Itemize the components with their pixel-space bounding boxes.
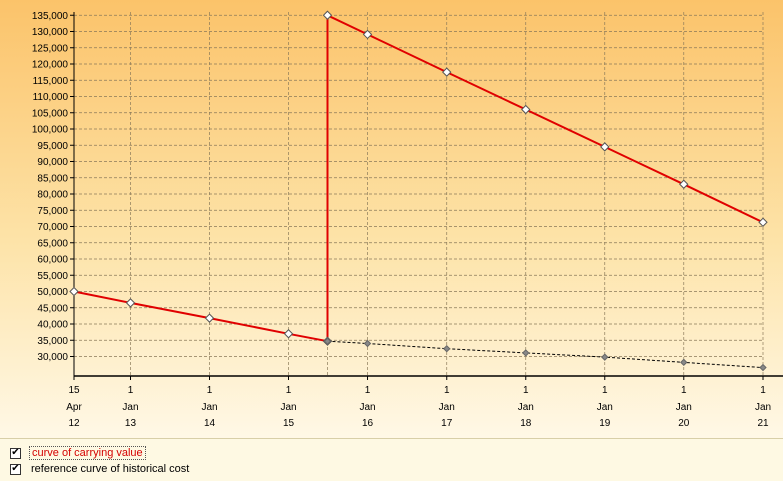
x-tick-label-year: 17	[441, 418, 453, 429]
y-tick-label: 45,000	[37, 303, 68, 314]
series-line-1	[73, 13, 764, 343]
line-chart: 30,000 35,000 40,000 45,000 50,000 55,000 60,0…	[32, 10, 783, 429]
y-tick-label: 85,000	[37, 173, 68, 184]
y-tick-label: 115,000	[33, 76, 69, 87]
data-point-series-2	[323, 337, 332, 345]
x-tick-label-month: Jan	[201, 402, 217, 413]
x-tick-label-year: 16	[362, 418, 374, 429]
legend-item-carrying-value[interactable]: ✔ curve of carrying value	[10, 445, 146, 461]
x-tick-label-year: 13	[125, 418, 137, 429]
legend-label: curve of carrying value	[29, 446, 146, 460]
data-point-series-1	[758, 217, 768, 227]
data-point-series-2	[443, 344, 451, 353]
x-tick-label-year: 18	[520, 418, 532, 429]
x-tick-label-month: Jan	[439, 402, 455, 413]
data-point-series-1	[362, 29, 373, 40]
x-tick-label-year: 12	[68, 418, 80, 429]
data-point-series-1	[521, 104, 531, 115]
series-line-2	[327, 340, 764, 369]
x-tick-label-year: 19	[599, 418, 611, 429]
y-tick-label: 65,000	[37, 238, 68, 249]
data-point-series-1	[600, 142, 610, 152]
legend-label: reference curve of historical cost	[31, 463, 190, 475]
data-point-series-1	[69, 286, 79, 297]
x-tick-label-month: Jan	[518, 402, 534, 413]
x-tick-label-year: 20	[678, 418, 690, 429]
y-tick-label: 90,000	[37, 157, 68, 168]
checkbox-checked-icon[interactable]: ✔	[10, 447, 21, 459]
y-tick-label: 110,000	[33, 92, 69, 103]
y-tick-label: 70,000	[37, 222, 68, 233]
checkbox-checked-icon[interactable]: ✔	[10, 463, 21, 475]
data-point-series-2	[363, 339, 372, 348]
y-tick-label: 125,000	[32, 43, 69, 54]
x-tick-label-day: 1	[207, 385, 213, 396]
y-tick-label: 40,000	[37, 320, 68, 331]
x-tick-label-month: Jan	[359, 402, 375, 413]
y-tick-label: 100,000	[32, 125, 69, 136]
data-point-series-2	[522, 349, 530, 357]
x-tick-label-day: 1	[760, 385, 766, 396]
data-point-series-1	[322, 10, 333, 20]
x-tick-label-day: 1	[602, 385, 608, 396]
y-tick-label: 135,000	[32, 11, 69, 22]
chart-area: 30,000 35,000 40,000 45,000 50,000 55,000 60,0…	[0, 0, 783, 438]
y-tick-label: 120,000	[32, 60, 69, 71]
x-tick-label-year: 14	[204, 418, 216, 429]
y-tick-label: 55,000	[37, 271, 68, 282]
x-tick-label-day: 1	[681, 385, 687, 396]
y-tick-label: 50,000	[37, 287, 68, 298]
x-tick-label-month: Jan	[122, 402, 138, 413]
y-tick-label: 60,000	[37, 255, 68, 266]
y-tick-label: 75,000	[37, 206, 68, 217]
x-tick-label-month: Jan	[755, 402, 771, 413]
y-tick-label: 130,000	[32, 27, 69, 38]
y-tick-label: 35,000	[37, 336, 68, 347]
data-point-series-1	[283, 329, 294, 339]
x-tick-label-day: 1	[128, 385, 134, 396]
data-point-series-1	[125, 298, 136, 308]
x-tick-label-day: 1	[444, 385, 450, 396]
x-tick-label-month: Jan	[597, 402, 613, 413]
x-tick-label-day: 1	[523, 385, 529, 396]
legend-item-historical-cost[interactable]: ✔ reference curve of historical cost	[10, 461, 191, 477]
data-point-series-1	[442, 67, 452, 77]
x-tick-label-month: Jan	[280, 402, 296, 413]
data-point-series-2	[601, 353, 609, 361]
x-tick-label-day: 1	[365, 385, 371, 396]
y-tick-label: 30,000	[37, 352, 68, 363]
x-tick-label-day: 1	[286, 385, 292, 396]
y-tick-label: 80,000	[37, 190, 68, 201]
x-tick-label-month: Jan	[676, 402, 692, 413]
data-point-series-1	[204, 313, 215, 323]
data-point-series-2	[759, 363, 767, 372]
data-point-series-2	[680, 358, 688, 367]
legend: ✔ curve of carrying value ✔ reference cu…	[0, 438, 783, 481]
y-tick-label: 95,000	[37, 141, 68, 152]
data-point-series-1	[679, 179, 689, 189]
x-tick-label-month: Apr	[66, 402, 82, 413]
x-tick-label-day: 15	[68, 385, 80, 396]
y-tick-label: 105,000	[32, 108, 69, 119]
x-tick-label-year: 15	[283, 418, 295, 429]
x-tick-label-year: 21	[757, 418, 769, 429]
